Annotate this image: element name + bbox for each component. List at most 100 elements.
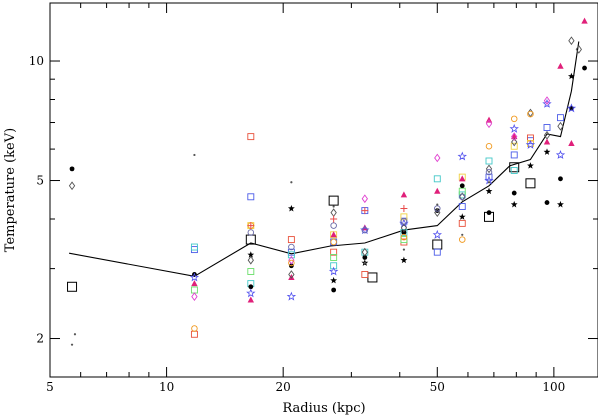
data-point-circle	[330, 238, 337, 246]
data-point-square	[247, 268, 255, 275]
data-point-diamond	[543, 130, 551, 140]
data-point-dot	[461, 233, 464, 236]
data-point-circle	[288, 259, 295, 267]
data-point-triangle	[288, 273, 295, 280]
data-point-diamond	[575, 44, 582, 54]
data-point-circle	[510, 115, 518, 123]
marker-series	[247, 139, 534, 239]
data-point-triangle	[568, 139, 575, 146]
data-point-circle	[459, 193, 466, 201]
x-tick-label: 10	[159, 380, 174, 394]
data-point-star	[557, 200, 564, 208]
data-point-circle	[362, 255, 368, 260]
data-point-circle	[288, 243, 295, 251]
data-point-star	[568, 72, 575, 80]
data-point-plus	[330, 215, 338, 223]
data-point-plus	[400, 205, 408, 213]
x-tick-label: 20	[276, 380, 291, 394]
data-point-diamond	[400, 223, 408, 233]
data-point-star	[432, 229, 442, 239]
data-point-square	[330, 248, 338, 256]
marker-series	[69, 65, 587, 293]
data-point-square	[190, 243, 198, 251]
data-point-square	[400, 236, 408, 244]
data-point-diamond	[361, 194, 368, 204]
data-point-diamond	[568, 36, 575, 46]
x-tick-label: 100	[542, 380, 565, 394]
data-point-square	[458, 203, 466, 210]
data-point-triangle	[543, 138, 551, 145]
axis-ticks	[49, 3, 598, 377]
data-point-triangle	[434, 187, 441, 194]
data-point-circle	[401, 230, 407, 235]
data-point-square	[510, 142, 518, 150]
data-point-circle	[511, 190, 517, 196]
data-point-star	[543, 148, 551, 155]
data-point-triangle	[557, 62, 564, 69]
data-point-star	[246, 288, 256, 298]
data-point-dot	[332, 205, 335, 208]
data-point-square	[458, 219, 466, 227]
data-point-star	[458, 213, 466, 220]
data-point-square	[525, 178, 536, 189]
marker-series	[70, 153, 491, 346]
y-tick-label: 10	[29, 54, 44, 68]
data-point-circle	[248, 284, 254, 290]
data-point-diamond	[511, 137, 518, 147]
data-point-square	[247, 133, 255, 141]
marker-series	[247, 168, 493, 251]
data-point-diamond	[288, 255, 295, 265]
data-point-square	[67, 281, 78, 292]
data-point-star	[509, 123, 519, 133]
marker-series	[190, 114, 564, 256]
data-point-diamond	[527, 108, 534, 118]
data-point-triangle	[330, 231, 337, 238]
data-point-circle	[434, 205, 441, 212]
line-layer	[69, 41, 580, 277]
marker-series	[190, 133, 534, 338]
data-point-circle	[582, 65, 587, 71]
data-point-square	[432, 239, 443, 250]
data-point-triangle	[459, 175, 466, 182]
data-point-square	[287, 251, 295, 259]
tick-labels: 5 10 20 50 100 2 5 10	[29, 54, 566, 394]
data-point-circle	[361, 226, 369, 234]
data-point-circle	[247, 229, 255, 236]
data-point-star	[400, 256, 408, 264]
data-point-star	[457, 151, 467, 161]
y-tick-label: 2	[36, 332, 44, 346]
data-point-plus	[361, 207, 369, 215]
data-point-diamond	[485, 164, 493, 174]
data-point-star	[555, 149, 566, 159]
data-point-circle	[544, 200, 550, 205]
data-point-circle	[459, 236, 466, 243]
data-point-square	[433, 248, 441, 256]
data-point-diamond	[459, 192, 466, 202]
data-point-circle	[558, 176, 563, 182]
data-point-square	[190, 330, 198, 338]
data-point-dot	[363, 261, 366, 265]
data-point-circle	[191, 325, 198, 332]
data-point-star	[286, 291, 297, 301]
data-point-diamond	[543, 96, 551, 105]
data-point-diamond	[68, 181, 76, 191]
data-point-diamond	[485, 119, 493, 129]
data-point-star	[485, 187, 493, 195]
data-point-star	[527, 162, 534, 169]
data-point-dot	[436, 203, 439, 206]
marker-series	[191, 96, 551, 302]
data-point-circle	[400, 217, 408, 225]
data-point-dot	[487, 181, 491, 184]
data-point-square	[247, 193, 255, 201]
data-point-square	[458, 191, 466, 199]
data-point-square	[367, 272, 378, 283]
marker-layer	[67, 17, 588, 346]
data-point-square	[287, 236, 295, 244]
data-point-diamond	[511, 132, 518, 141]
data-point-square	[485, 157, 493, 165]
data-point-plus	[247, 222, 255, 230]
data-point-diamond	[330, 208, 337, 218]
plot-frame	[49, 2, 598, 378]
data-point-square	[361, 271, 369, 278]
